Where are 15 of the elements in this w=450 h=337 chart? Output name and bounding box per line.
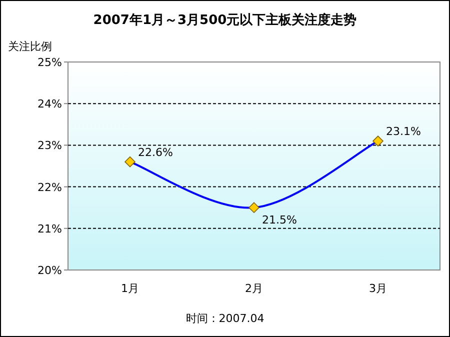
x-tick-label: 1月: [121, 282, 139, 295]
y-tick-label: 22%: [38, 180, 62, 194]
y-tick-label: 21%: [38, 222, 62, 236]
y-tick-label: 23%: [38, 139, 62, 152]
data-label: 21.5%: [262, 214, 297, 227]
data-label: 22.6%: [138, 146, 173, 159]
x-tick-label: 3月: [369, 282, 387, 295]
text: 时间：2007.04: [186, 312, 264, 325]
chart-title: 2007年1月～3月500元以下主板关注度走势: [93, 12, 357, 28]
y-axis-title: 关注比例: [8, 40, 52, 53]
data-label: 23.1%: [386, 125, 421, 138]
y-tick-label: 24%: [38, 98, 62, 111]
y-tick-label: 25%: [38, 56, 62, 69]
x-tick-label: 2月: [245, 282, 263, 295]
y-tick-label: 20%: [38, 264, 62, 277]
